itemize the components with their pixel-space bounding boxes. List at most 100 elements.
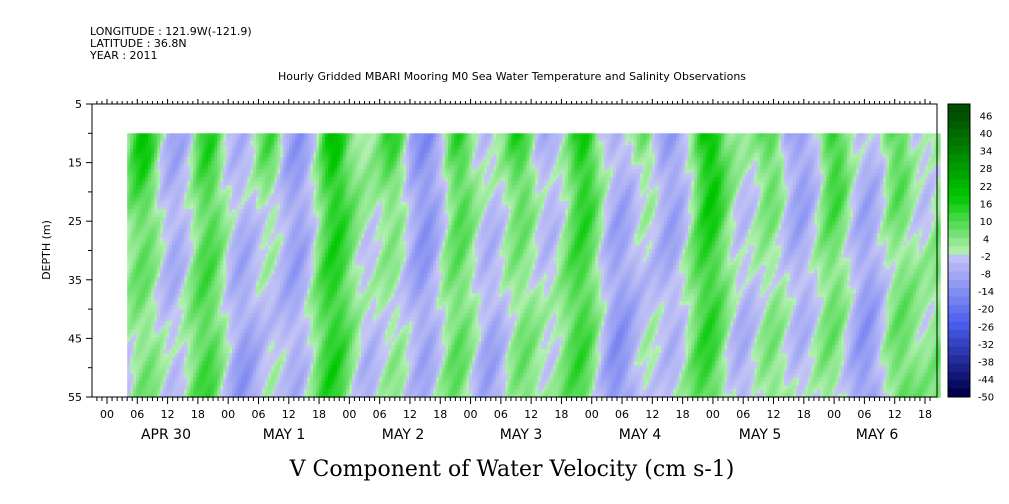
x-tick-label: 12 (767, 408, 781, 421)
colorbar-swatch (948, 104, 970, 113)
colorbar-swatch (948, 321, 970, 331)
colorbar-swatch (948, 204, 970, 214)
x-tick-label: 06 (857, 408, 871, 421)
chart-title: Hourly Gridded MBARI Mooring M0 Sea Wate… (278, 70, 746, 83)
colorbar-swatch (948, 363, 970, 373)
day-label: MAY 2 (382, 427, 424, 443)
colorbar-swatch (948, 112, 970, 122)
colorbar-swatch (948, 221, 970, 230)
x-tick-label: 12 (282, 408, 296, 421)
x-tick-label: 00 (100, 408, 114, 421)
colorbar-label: 10 (980, 217, 993, 228)
x-tick-label: 06 (615, 408, 629, 421)
colorbar-label: -50 (978, 393, 994, 404)
colorbar-swatch (948, 154, 970, 163)
colorbar-swatch (948, 237, 970, 247)
colorbar-swatch (948, 371, 970, 381)
colorbar-swatch (948, 212, 970, 222)
x-tick-label: 18 (797, 408, 811, 421)
colorbar-swatch (948, 304, 970, 314)
colorbar-swatch (948, 129, 970, 138)
x-tick-label: 00 (827, 408, 841, 421)
day-label: MAY 3 (500, 427, 542, 443)
y-tick-label: 35 (68, 274, 82, 287)
colorbar-swatch (948, 246, 970, 256)
colorbar-label: -20 (978, 305, 994, 316)
colorbar-swatch (948, 179, 970, 189)
x-tick-label: 06 (251, 408, 265, 421)
colorbar-label: 22 (980, 182, 993, 193)
colorbar-label: 40 (980, 129, 993, 140)
x-tick-label: 18 (918, 408, 932, 421)
colorbar-label: 34 (980, 147, 993, 158)
day-label: MAY 5 (739, 427, 781, 443)
colorbar-swatch (948, 288, 970, 297)
y-tick-label: 45 (68, 332, 82, 345)
x-tick-label: 06 (494, 408, 508, 421)
colorbar-label: 46 (980, 112, 993, 123)
x-tick-label: 00 (342, 408, 356, 421)
x-tick-label: 12 (645, 408, 659, 421)
colorbar-label: -2 (981, 252, 991, 263)
colorbar-swatch (948, 279, 970, 289)
day-label: MAY 4 (619, 427, 662, 443)
x-tick-label: 18 (312, 408, 326, 421)
x-tick-label: 06 (736, 408, 750, 421)
colorbar-swatch (948, 355, 970, 364)
day-label: APR 30 (141, 427, 191, 443)
colorbar-label: -32 (978, 340, 994, 351)
latitude-label: LATITUDE : 36.8N (90, 37, 187, 50)
colorbar-swatch (948, 338, 970, 348)
x-tick-label: 18 (554, 408, 568, 421)
colorbar: 46 40 34 28 22 16 10 4 -2 -8 -14 -20 -26 -32 -38 -44 -50 (947, 103, 994, 404)
colorbar-label: 28 (980, 164, 993, 175)
x-tick-label: 12 (524, 408, 538, 421)
colorbar-swatch (948, 254, 970, 264)
x-tick-label: 00 (464, 408, 478, 421)
colorbar-swatch (948, 170, 970, 180)
colorbar-label: -14 (978, 287, 994, 298)
colorbar-label: -44 (978, 375, 994, 386)
colorbar-swatch (948, 229, 970, 239)
colorbar-swatch (948, 346, 970, 356)
colorbar-label: -26 (978, 322, 994, 333)
y-tick-label: 55 (68, 391, 82, 404)
colorbar-swatch (948, 380, 970, 390)
colorbar-swatch (948, 313, 970, 323)
colorbar-swatch (948, 330, 970, 339)
day-label: MAY 1 (263, 427, 305, 443)
x-tick-label: 18 (433, 408, 447, 421)
y-axis-label: DEPTH (m) (40, 220, 53, 280)
x-tick-label: 18 (191, 408, 205, 421)
colorbar-label: 4 (983, 234, 989, 245)
x-tick-label: 18 (676, 408, 690, 421)
colorbar-swatch (948, 271, 970, 281)
colorbar-swatch (948, 187, 970, 197)
day-label: MAY 6 (856, 427, 899, 443)
y-tick-label: 5 (75, 98, 82, 111)
colorbar-label: 16 (980, 199, 993, 210)
x-tick-label: 12 (403, 408, 417, 421)
x-tick-label: 12 (888, 408, 902, 421)
x-tick-label: 12 (161, 408, 175, 421)
axes: 5 15 25 35 45 55 00 06 12 18 00 06 12 18 00 06 12 18 00 06 1… (68, 98, 932, 443)
variable-label: V Component of Water Velocity (cm s-1) (289, 457, 735, 482)
colorbar-label: -8 (981, 270, 991, 281)
heatmap-cells (127, 133, 941, 398)
y-tick-label: 25 (68, 215, 82, 228)
colorbar-swatch (948, 296, 970, 306)
colorbar-label: -38 (978, 357, 994, 368)
colorbar-swatch (948, 162, 970, 172)
longitude-label: LONGITUDE : 121.9W(-121.9) (90, 25, 252, 38)
colorbar-swatch (948, 388, 970, 398)
y-tick-label: 15 (68, 157, 82, 170)
colorbar-swatch (948, 263, 970, 272)
x-tick-label: 00 (585, 408, 599, 421)
x-tick-label: 00 (221, 408, 235, 421)
year-label: YEAR : 2011 (89, 49, 158, 62)
colorbar-swatch (948, 196, 970, 205)
colorbar-swatch (948, 145, 970, 155)
x-tick-label: 00 (706, 408, 720, 421)
colorbar-swatch (948, 120, 970, 130)
